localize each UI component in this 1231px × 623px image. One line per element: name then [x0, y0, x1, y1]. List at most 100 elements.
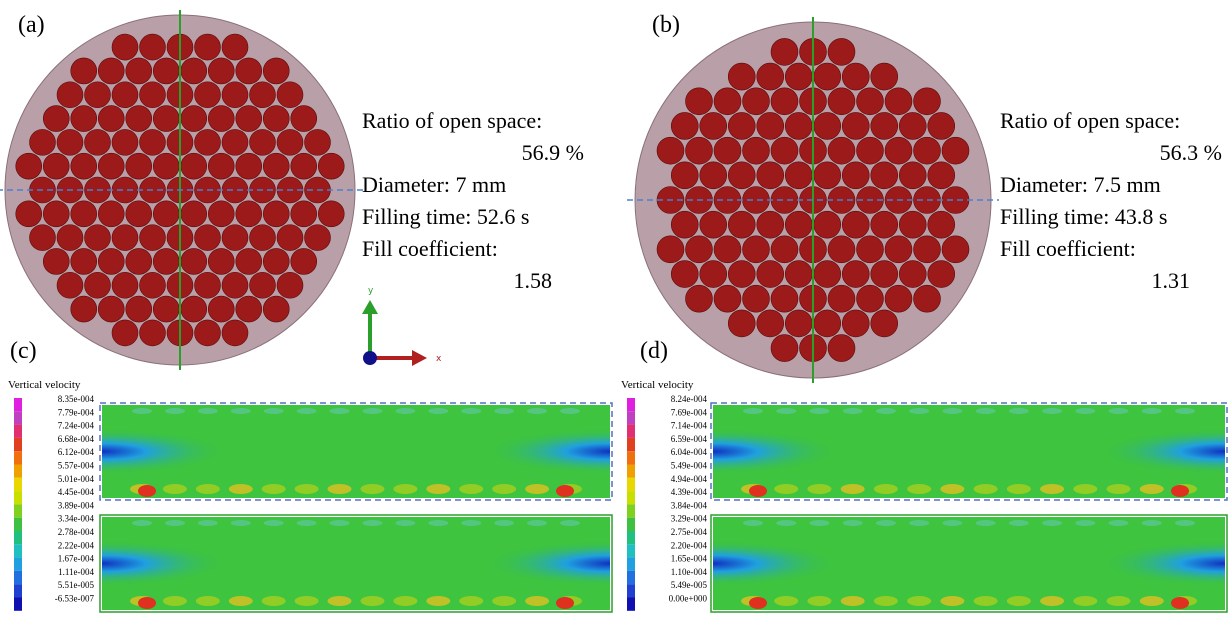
strand — [743, 88, 770, 115]
strand — [71, 201, 97, 227]
contour-spot — [163, 596, 187, 606]
colorbar-swatch — [627, 571, 635, 584]
contour-spot — [297, 408, 317, 414]
strand — [181, 296, 207, 322]
contour-spot — [295, 484, 319, 494]
strand — [814, 211, 841, 238]
strand — [208, 153, 234, 179]
contour-spot — [841, 596, 865, 606]
strand — [885, 236, 912, 263]
strand — [899, 112, 926, 139]
strand — [842, 112, 869, 139]
strand — [153, 58, 179, 84]
contour-spot — [876, 520, 896, 526]
panel-label: (d) — [640, 338, 668, 364]
strand — [857, 285, 884, 312]
contour-spot — [426, 484, 450, 494]
strand — [277, 129, 303, 155]
contour-spot — [940, 596, 964, 606]
contour-spot — [907, 484, 931, 494]
contour-spot — [330, 520, 350, 526]
strand — [728, 261, 755, 288]
strand — [871, 310, 898, 337]
strand — [195, 320, 221, 346]
strand — [85, 82, 111, 108]
colorbar-swatch — [14, 451, 22, 464]
colorbar-label: 1.65e-004 — [671, 554, 708, 564]
contour-spot — [426, 596, 450, 606]
strand — [43, 106, 69, 132]
strand — [71, 296, 97, 322]
strand — [153, 296, 179, 322]
strand — [885, 88, 912, 115]
strand — [112, 225, 138, 251]
strand — [743, 285, 770, 312]
contour-spot — [1007, 596, 1031, 606]
colorbar-swatch — [14, 438, 22, 451]
strand — [126, 248, 152, 274]
contour-spot — [809, 408, 829, 414]
strand — [686, 88, 713, 115]
strand — [195, 129, 221, 155]
contour-spot — [907, 596, 931, 606]
strand — [871, 63, 898, 90]
colorbar-swatch — [14, 425, 22, 438]
strand — [250, 272, 276, 298]
strand — [112, 82, 138, 108]
contour-spot — [1140, 484, 1164, 494]
strand — [57, 82, 83, 108]
colorbar-swatch — [627, 465, 635, 478]
contour-spot — [198, 408, 218, 414]
strand — [728, 310, 755, 337]
strand — [757, 162, 784, 189]
strand — [700, 162, 727, 189]
strand — [714, 88, 741, 115]
contour-spot — [1142, 408, 1162, 414]
colorbar-swatch — [14, 491, 22, 504]
colorbar-swatch — [14, 465, 22, 478]
colorbar-label: 2.22e-004 — [58, 540, 95, 550]
strand — [98, 248, 124, 274]
colorbar-swatch — [14, 398, 22, 411]
contour-spot — [774, 484, 798, 494]
strand — [671, 162, 698, 189]
strand — [885, 285, 912, 312]
contour-spot — [330, 408, 350, 414]
strand — [222, 82, 248, 108]
triad-x-head — [412, 350, 427, 366]
contour-spot — [132, 520, 152, 526]
strand — [942, 137, 969, 164]
strand — [85, 225, 111, 251]
panel-label: (b) — [652, 12, 680, 38]
contour-spot — [231, 520, 251, 526]
strand — [928, 112, 955, 139]
strand — [757, 261, 784, 288]
contour-peak — [1171, 597, 1189, 609]
contour-spot — [976, 520, 996, 526]
strand — [98, 296, 124, 322]
contour-low — [102, 517, 610, 610]
contour-low — [713, 405, 1225, 498]
strand — [700, 261, 727, 288]
colorbar-swatch — [14, 518, 22, 531]
strand — [140, 129, 166, 155]
panel-info: 1.31 — [1152, 268, 1191, 293]
colorbar-label: 7.79e-004 — [58, 407, 95, 417]
colorbar-label: 5.57e-004 — [58, 461, 95, 471]
contour-spot — [295, 596, 319, 606]
contour-spot — [1040, 484, 1064, 494]
colorbar-label: 6.12e-004 — [58, 447, 95, 457]
contour-spot — [328, 484, 352, 494]
colorbar-label: 3.29e-004 — [671, 514, 708, 524]
strand — [236, 201, 262, 227]
strand — [871, 162, 898, 189]
contour-spot — [494, 520, 514, 526]
colorbar-swatch — [14, 584, 22, 597]
strand — [771, 236, 798, 263]
contour-peak — [556, 485, 574, 497]
contour-peak — [749, 597, 767, 609]
contour-spot — [459, 596, 483, 606]
contour-spot — [774, 596, 798, 606]
strand — [263, 248, 289, 274]
strand — [885, 137, 912, 164]
